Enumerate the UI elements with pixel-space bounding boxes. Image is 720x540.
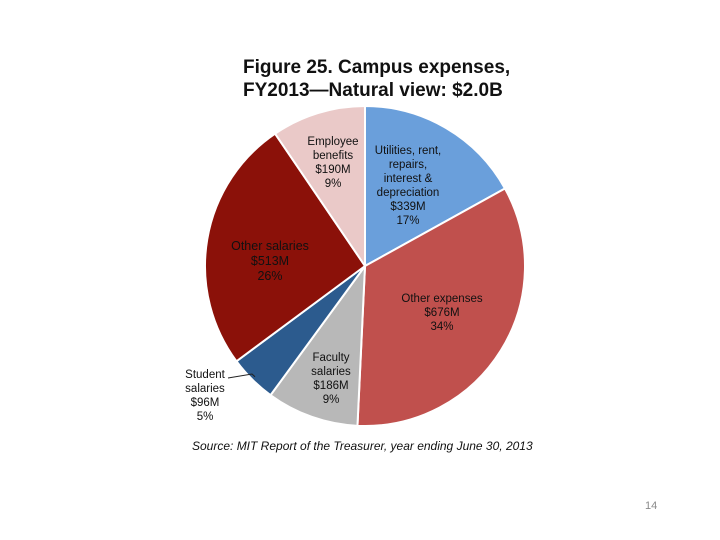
- slice-percent-3: 5%: [197, 411, 214, 423]
- chart-title-line-1: Figure 25. Campus expenses,: [243, 57, 511, 78]
- slice-amount-1: $676M: [424, 307, 459, 319]
- slice-percent-1: 34%: [430, 321, 453, 333]
- slice-amount-0: $339M: [390, 201, 425, 213]
- slice-amount-3: $96M: [191, 397, 220, 409]
- leader-line-student-salaries: [227, 373, 256, 379]
- slice-label-2: Faculty salaries $186M 9%: [311, 352, 351, 406]
- pie-slice-2: [269, 262, 367, 427]
- chart-source: Source: MIT Report of the Treasurer, yea…: [192, 439, 533, 453]
- slice-percent-0: 17%: [396, 215, 419, 227]
- slice-label-5: Employee benefits $190M 9%: [307, 136, 358, 190]
- slice-label-4: Other salaries $513M 26%: [231, 239, 309, 283]
- chart-title: Figure 25. Campus expenses, FY2013—Natur…: [243, 56, 510, 102]
- pie-slice-1: [356, 187, 526, 427]
- slice-percent-2: 9%: [323, 394, 340, 406]
- chart-title-line-2: FY2013—Natural view: $2.0B: [243, 80, 503, 101]
- slice-amount-5: $190M: [315, 164, 350, 176]
- slice-amount-4: $513M: [251, 254, 289, 268]
- pie-slice-0: [364, 104, 507, 268]
- slice-label-1: Other expenses $676M 34%: [401, 293, 482, 333]
- pie-slices: [204, 104, 526, 427]
- page-number: 14: [645, 500, 658, 512]
- pie-slice-4: [204, 132, 367, 363]
- slice-amount-2: $186M: [313, 380, 348, 392]
- slice-labels: Utilities, rent, repairs, interest & deprec…: [185, 136, 483, 423]
- slice-percent-4: 26%: [257, 269, 282, 283]
- pie-slice-5: [273, 104, 366, 270]
- slice-label-0: Utilities, rent, repairs, interest & deprec…: [375, 145, 441, 227]
- leader-lines: [227, 373, 256, 379]
- slice-percent-5: 9%: [325, 178, 342, 190]
- slice-label-3: Student salaries $96M 5%: [185, 369, 225, 423]
